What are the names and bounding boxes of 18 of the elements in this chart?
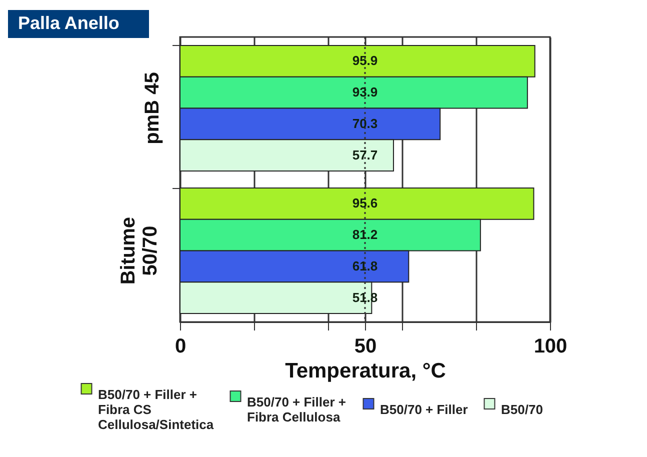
y-tick-label: pmB 45 xyxy=(142,72,164,144)
legend-label: B50/70 xyxy=(501,402,543,417)
legend-label: B50/70 + Filler + Fibra CS Cellulosa/Sintetica xyxy=(98,386,214,432)
data-label: 81.2 xyxy=(352,227,378,242)
data-label: 95.6 xyxy=(352,196,378,211)
data-label: 95.9 xyxy=(352,53,378,68)
data-label: 93.9 xyxy=(352,84,378,100)
x-tick-label: 0 xyxy=(174,336,186,358)
x-axis-title: Temperatura, °C xyxy=(285,360,446,382)
data-label: 57.7 xyxy=(352,147,378,162)
x-tick-label: 100 xyxy=(534,336,568,358)
y-tick-label: Bitume 50/70 xyxy=(118,216,162,285)
data-label: 70.3 xyxy=(352,116,378,131)
legend-label: B50/70 + Filler xyxy=(380,402,468,417)
chart-title: Palla Anello xyxy=(18,13,120,33)
legend-label: B50/70 + Filler + Fibra Cellulosa xyxy=(247,394,346,424)
data-label: 61.8 xyxy=(352,258,378,274)
x-tick-label: 50 xyxy=(354,336,377,358)
